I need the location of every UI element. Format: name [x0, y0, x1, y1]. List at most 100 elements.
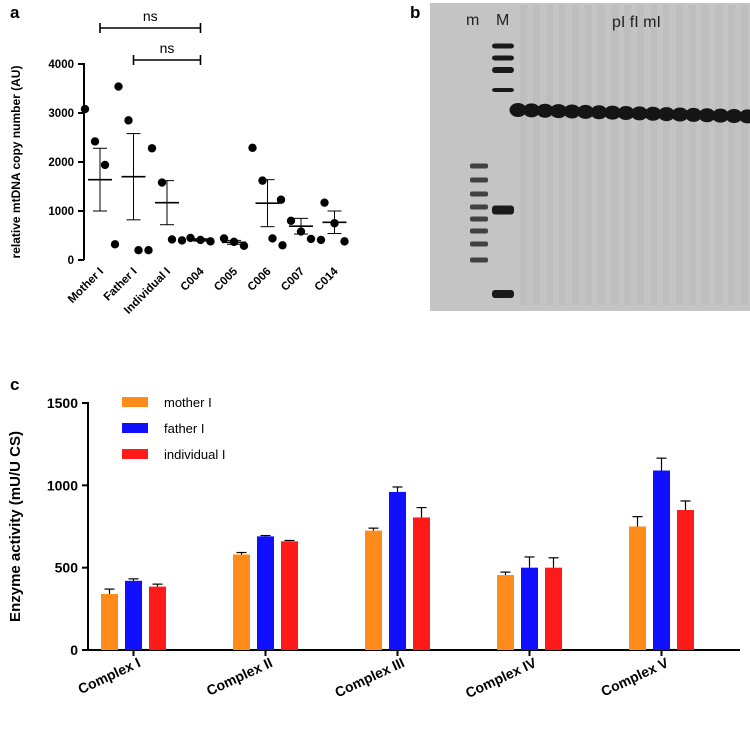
- y-tick-label-c: 500: [55, 560, 79, 576]
- x-tick-label-c: Complex IV: [463, 654, 539, 701]
- bar: [149, 586, 166, 650]
- x-tick-label-a: C007: [279, 266, 307, 294]
- y-axis-label-c: Enzyme activity (mU/U CS): [7, 431, 24, 622]
- sample-band: [712, 108, 729, 123]
- gel-lane: [715, 5, 722, 305]
- marker-band-M: [492, 55, 514, 61]
- gel-lane: [689, 5, 696, 305]
- bar: [281, 541, 298, 650]
- data-point: [110, 240, 120, 249]
- sample-band: [509, 103, 527, 117]
- legend-label: mother I: [164, 395, 212, 410]
- legend-label: individual I: [164, 447, 225, 462]
- sample-band: [604, 105, 621, 120]
- x-tick-label-c: Complex I: [75, 654, 142, 697]
- bar: [257, 536, 274, 650]
- x-tick-label-a: Mother I: [66, 266, 106, 306]
- data-point: [268, 234, 277, 243]
- bar: [389, 491, 406, 650]
- significance-label: ns: [160, 40, 175, 56]
- sample-band: [739, 109, 750, 124]
- data-point: [134, 246, 143, 255]
- y-tick-label-a: 1000: [48, 206, 74, 218]
- data-point: [320, 198, 329, 207]
- x-tick-label-c: Complex V: [598, 654, 671, 699]
- gel-lane: [676, 5, 683, 305]
- x-tick-label-c: Complex II: [204, 654, 275, 698]
- y-tick-label-a: 4000: [48, 59, 74, 71]
- gel-lane: [702, 5, 709, 305]
- scatter-chart-mtdna: 0 1000 2000 3000 4000 relative mtDNA copy num…: [9, 8, 349, 317]
- bar: [101, 594, 118, 650]
- data-point: [90, 137, 100, 146]
- bar: [521, 567, 538, 650]
- legend-label: father I: [164, 421, 204, 436]
- gel-bands: [470, 43, 750, 298]
- marker-band-M: [492, 205, 514, 215]
- gel-lane: [598, 5, 605, 305]
- data-point: [278, 241, 287, 250]
- data-point: [157, 178, 167, 187]
- data-point: [186, 233, 195, 243]
- sample-band: [550, 104, 567, 119]
- sample-band: [577, 104, 594, 119]
- ladder-band-m: [470, 163, 488, 169]
- x-tick-label-a: C005: [212, 265, 240, 293]
- y-tick-label-a: 2000: [48, 157, 74, 169]
- bar: [545, 567, 562, 650]
- sample-band: [617, 106, 635, 121]
- data-point: [114, 82, 123, 91]
- gel-lane: [728, 5, 735, 305]
- gel-lane: [572, 5, 579, 305]
- sample-band: [725, 109, 743, 124]
- panel-label-c: c: [10, 375, 19, 394]
- gel-lane: [559, 5, 566, 305]
- data-point: [239, 241, 249, 250]
- data-point: [100, 160, 110, 170]
- gel-lane: [650, 5, 657, 305]
- bar: [413, 517, 430, 650]
- bar: [233, 554, 250, 650]
- data-point: [80, 104, 90, 114]
- y-tick-label-c: 1000: [47, 477, 78, 493]
- legend-swatch: [122, 397, 148, 407]
- gel-lane-shading: [520, 5, 748, 305]
- bar: [629, 526, 646, 650]
- data-point: [206, 237, 215, 246]
- sample-band: [698, 108, 716, 123]
- data-point: [276, 195, 286, 204]
- gel-lane: [546, 5, 553, 305]
- x-tick-label-a: C006: [246, 266, 274, 294]
- gel-lane: [611, 5, 618, 305]
- gel-lane: [637, 5, 644, 305]
- marker-band-M: [492, 43, 514, 49]
- ladder-band-m: [470, 241, 488, 247]
- gel-lane: [663, 5, 670, 305]
- sample-band: [685, 107, 702, 122]
- y-tick-label-a: 3000: [48, 108, 74, 120]
- y-tick-label-c: 1500: [47, 395, 78, 411]
- bar: [125, 580, 142, 650]
- marker-band-M: [492, 88, 514, 92]
- gel-lane-label-m: m: [466, 12, 479, 29]
- sample-band: [658, 107, 675, 122]
- ladder-band-m: [470, 257, 488, 263]
- data-point: [340, 237, 349, 246]
- bar: [677, 510, 694, 650]
- marker-band-M: [492, 290, 514, 298]
- gel-lane-label-M: M: [496, 12, 509, 29]
- significance-label: ns: [143, 8, 158, 24]
- sample-band: [523, 103, 540, 118]
- gel-sample-label: pI fI mI: [612, 14, 661, 31]
- bar: [653, 470, 670, 650]
- data-point: [219, 234, 229, 243]
- sample-band: [590, 105, 608, 120]
- gel-image: m M pI fI mI: [430, 3, 750, 311]
- y-tick-label-c: 0: [70, 642, 78, 658]
- sample-band: [563, 104, 581, 119]
- sample-band: [644, 106, 662, 121]
- panel-label-a: a: [10, 3, 20, 22]
- ladder-band-m: [470, 177, 488, 183]
- legend-swatch: [122, 449, 148, 459]
